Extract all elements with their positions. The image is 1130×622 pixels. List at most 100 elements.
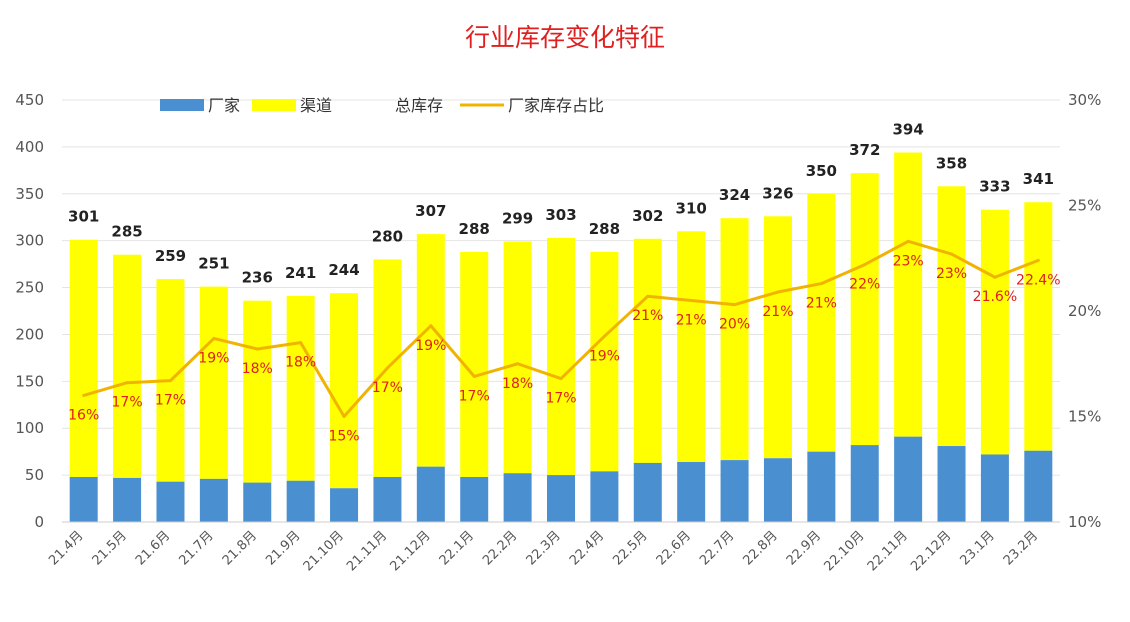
x-tick-label: 21.6月: [133, 528, 173, 568]
bar-channel: [850, 173, 879, 446]
legend-swatch-manufacturer: [160, 99, 204, 111]
ratio-point: [299, 341, 303, 345]
bar-channel: [547, 237, 575, 476]
x-tick-label: 21.9月: [263, 528, 303, 568]
ratio-label: 21.6%: [973, 289, 1017, 305]
ratio-label: 21%: [762, 304, 793, 320]
bar-manufacturer: [807, 451, 836, 522]
ratio-label: 21%: [806, 296, 837, 312]
bar-channel: [69, 239, 98, 477]
x-tick-label: 21.10月: [301, 528, 347, 574]
x-tick-label: 23.1月: [957, 528, 997, 568]
ratio-point: [863, 263, 867, 267]
ratio-label: 20%: [719, 317, 750, 333]
ratio-point: [993, 275, 997, 279]
y-left-tick-label: 100: [15, 419, 44, 437]
x-tick-label: 22.12月: [908, 528, 954, 574]
bar-channel: [113, 254, 142, 478]
total-label: 358: [936, 154, 967, 172]
bar-manufacturer: [850, 445, 879, 522]
bar-channel: [677, 231, 706, 462]
bar-channel: [894, 152, 923, 437]
y-left-tick-label: 300: [15, 232, 44, 250]
ratio-point: [342, 415, 346, 418]
ratio-point: [1036, 258, 1040, 262]
ratio-label: 19%: [589, 348, 620, 364]
bar-manufacturer: [1024, 450, 1053, 522]
total-label: 244: [328, 261, 359, 279]
bar-channel: [1024, 202, 1053, 451]
chart-title: 行业库存变化特征: [465, 23, 665, 52]
ratio-point: [516, 362, 520, 366]
x-tick-label: 21.11月: [344, 528, 390, 574]
bar-manufacturer: [286, 480, 315, 522]
y-right-tick-label: 15%: [1068, 408, 1101, 426]
ratio-label: 17%: [545, 391, 576, 407]
bar-manufacturer: [547, 475, 575, 522]
total-label: 326: [762, 184, 793, 202]
bar-channel: [980, 209, 1009, 455]
ratio-label: 16%: [68, 407, 99, 423]
total-label: 350: [806, 162, 837, 180]
x-tick-label: 21.7月: [176, 528, 216, 568]
x-tick-label: 23.2月: [1001, 528, 1041, 568]
ratio-label: 23%: [893, 253, 924, 269]
bar-manufacturer: [330, 488, 359, 522]
bar-manufacturer: [937, 446, 966, 522]
ratio-label: 17%: [459, 388, 490, 404]
y-left-tick-label: 200: [15, 325, 44, 343]
ratio-point: [906, 239, 910, 243]
total-label: 280: [372, 227, 403, 245]
bar-channel: [199, 286, 228, 479]
total-label: 241: [285, 264, 316, 282]
y-left-tick-label: 400: [15, 138, 44, 156]
bar-manufacturer: [720, 460, 749, 522]
ratio-point: [602, 334, 606, 338]
ratio-point: [168, 379, 172, 383]
ratio-label: 17%: [112, 395, 143, 411]
x-tick-label: 22.9月: [784, 528, 824, 568]
ratio-point: [819, 282, 823, 286]
ratio-point: [429, 324, 433, 328]
total-label: 372: [849, 141, 880, 159]
ratio-label: 18%: [285, 355, 316, 371]
y-left-tick-label: 0: [34, 513, 44, 531]
ratio-point: [559, 377, 563, 381]
y-right-tick-label: 20%: [1068, 302, 1101, 320]
ratio-point: [255, 347, 259, 351]
bar-manufacturer: [980, 454, 1009, 522]
bar-channel: [633, 238, 662, 463]
legend-label-manufacturer: 厂家: [208, 96, 240, 115]
y-right-tick-label: 30%: [1068, 91, 1101, 109]
y-left-tick-label: 350: [15, 185, 44, 203]
total-label: 310: [676, 199, 707, 217]
ratio-point: [733, 303, 737, 307]
x-tick-label: 22.1月: [437, 528, 477, 568]
x-tick-label: 22.6月: [654, 528, 694, 568]
ratio-label: 17%: [155, 393, 186, 409]
x-tick-label: 22.7月: [697, 528, 737, 568]
total-label: 333: [979, 178, 1010, 196]
bar-channel: [763, 216, 792, 459]
x-tick-label: 21.12月: [388, 528, 434, 574]
ratio-point: [472, 374, 476, 378]
bar-manufacturer: [199, 478, 228, 522]
bar-manufacturer: [243, 482, 272, 522]
ratio-point: [646, 294, 650, 298]
total-label: 302: [632, 207, 663, 225]
total-label: 303: [545, 206, 576, 224]
y-right-tick-label: 25%: [1068, 197, 1101, 215]
ratio-point: [125, 381, 129, 385]
ratio-label: 22%: [849, 277, 880, 293]
bar-manufacturer: [113, 477, 142, 522]
total-label: 324: [719, 186, 750, 204]
ratio-point: [385, 366, 389, 370]
total-label: 288: [589, 220, 620, 238]
x-tick-label: 21.8月: [220, 528, 260, 568]
labels-layer: 301 285 259 251 236 241 244 280 307 288 299 303 288 3…: [68, 121, 1061, 445]
legend-label-channel: 渠道: [300, 96, 332, 115]
ratio-point: [82, 393, 86, 397]
bar-manufacturer: [156, 481, 185, 522]
ratio-label: 19%: [198, 350, 229, 366]
bar-channel: [243, 300, 272, 483]
